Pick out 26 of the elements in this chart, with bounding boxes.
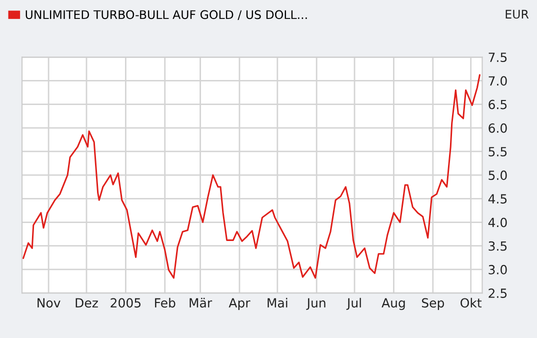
- y-axis-title: EUR: [506, 10, 529, 19]
- line-series: [22, 74, 480, 279]
- y-tick-label: 2.5: [488, 288, 507, 298]
- y-tick-label: 4.5: [488, 194, 507, 204]
- x-tick-label: Feb: [155, 298, 176, 308]
- y-tick-label: 7.0: [488, 76, 507, 86]
- y-tick-label: 3.0: [488, 264, 507, 274]
- x-tick-label: Apr: [228, 298, 250, 310]
- y-tick-label: 4.0: [488, 218, 507, 228]
- y-tick-label: 3.5: [488, 241, 507, 251]
- y-tick-label: 6.0: [488, 123, 507, 133]
- y-tick-label: 7.5: [488, 52, 507, 62]
- x-tick-label: Mär: [190, 298, 212, 308]
- x-tick-label: Mai: [268, 298, 288, 308]
- legend-label: UNLIMITED TURBO-BULL AUF GOLD / US DOLL...: [26, 10, 307, 20]
- x-tick-label: Dez: [76, 298, 98, 308]
- y-tick-label: 5.5: [488, 147, 507, 156]
- x-tick-label: Jul: [346, 298, 361, 310]
- x-tick-label: Aug: [382, 298, 405, 310]
- x-tick-label: Okt: [460, 298, 482, 308]
- x-tick-label: Sep: [422, 298, 444, 310]
- x-tick-label: Nov: [38, 298, 60, 308]
- x-tick-label: 2005: [110, 298, 141, 308]
- y-tick-label: 5.0: [488, 170, 507, 180]
- x-tick-label: Jun: [306, 298, 326, 310]
- y-tick-label: 6.5: [488, 100, 507, 110]
